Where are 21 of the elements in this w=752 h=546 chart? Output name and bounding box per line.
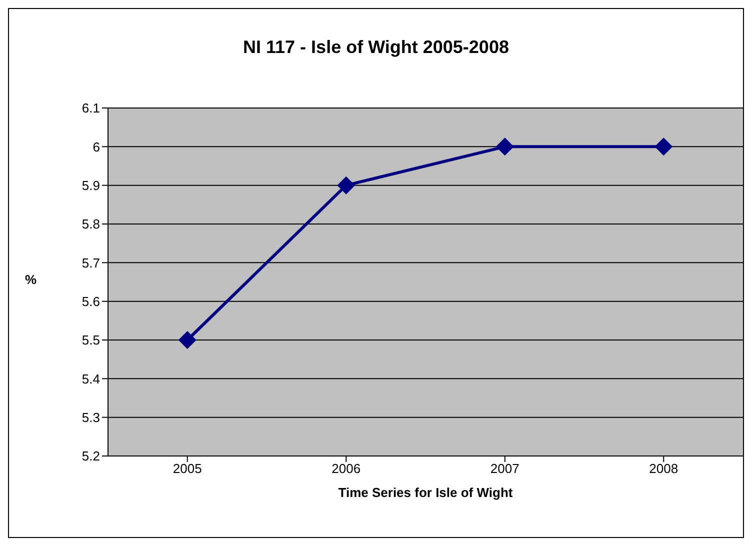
y-tick-label: 5.4 [82, 371, 100, 386]
point [178, 331, 196, 349]
y-axis-title: % [25, 272, 37, 287]
y-tick-label: 5.3 [82, 410, 100, 425]
point [337, 176, 356, 194]
point [496, 138, 514, 156]
y-tick-label: 5.2 [82, 448, 100, 464]
y-tick-label: 5.5 [82, 332, 100, 348]
x-tick-label: 2005 [172, 461, 202, 476]
x-tick-label: 2006 [332, 461, 361, 476]
y-tick-label: 5.6 [82, 294, 100, 309]
y-tick-label: 5.8 [82, 216, 100, 232]
point [654, 138, 673, 156]
y-tick-label: 5.7 [82, 255, 100, 270]
chart-title: NI 117 - Isle of Wight 2005-2008 [242, 37, 510, 58]
x-tick-label: 2007 [490, 461, 520, 476]
y-tick-label: 6 [92, 139, 100, 154]
y-tick-label: 6.1 [82, 100, 100, 116]
x-tick-label: 2008 [649, 461, 678, 476]
x-axis-title: Time Series for Isle of Wight [337, 485, 514, 500]
y-tick-label: 5.9 [82, 178, 100, 193]
